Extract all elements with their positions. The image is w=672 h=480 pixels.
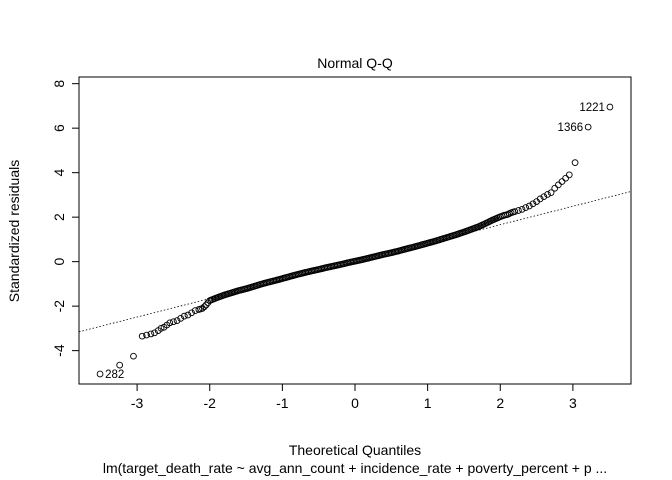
y-tick-label: -4	[51, 344, 67, 357]
y-tick-label: -2	[51, 300, 67, 313]
x-tick-label: -1	[276, 395, 289, 411]
data-point	[177, 315, 185, 322]
point-label: 1221	[579, 102, 605, 114]
plot-frame	[78, 76, 632, 385]
y-tick-label: 6	[51, 124, 67, 132]
data-point	[180, 312, 188, 320]
y-tick-label: 4	[51, 169, 67, 177]
data-point	[511, 208, 519, 215]
data-point	[584, 123, 592, 131]
data-point	[562, 174, 569, 182]
data-point	[200, 303, 208, 311]
plot-area: 1221 1366 282	[78, 102, 632, 381]
x-tick-label: -2	[204, 395, 217, 411]
data-point	[515, 207, 522, 214]
data-point	[157, 325, 165, 332]
y-tick-label: 0	[51, 258, 67, 266]
data-point	[522, 204, 530, 211]
data-point	[551, 184, 559, 192]
y-tick-label: 8	[51, 80, 67, 88]
data-point	[166, 319, 174, 327]
data-point	[558, 178, 566, 185]
data-point	[184, 311, 192, 319]
data-point	[138, 332, 146, 340]
data-point	[571, 159, 579, 166]
x-tick-label: 3	[569, 395, 577, 411]
y-tick-label: 2	[51, 213, 67, 221]
x-tick-label: 2	[496, 395, 504, 411]
x-axis: -3 -2 -1 0 1 2 3	[131, 383, 577, 411]
data-point	[606, 103, 614, 111]
data-point	[555, 181, 562, 189]
model-subtitle: lm(target_death_rate ~ avg_ann_count + i…	[103, 460, 607, 476]
x-tick-label: 0	[351, 395, 359, 411]
data-point	[151, 329, 158, 337]
data-point	[188, 309, 195, 317]
chart-title: Normal Q-Q	[317, 55, 393, 71]
y-axis-label: Standardized residuals	[6, 160, 22, 302]
x-tick-label: 1	[424, 395, 432, 411]
data-point	[565, 171, 573, 179]
x-axis-label: Theoretical Quantiles	[289, 442, 421, 458]
data-point	[518, 206, 526, 213]
data-point	[199, 305, 206, 312]
data-point	[525, 202, 533, 210]
data-point	[143, 331, 150, 339]
data-point	[130, 352, 137, 360]
point-label: 1366	[558, 122, 584, 134]
data-point	[540, 193, 548, 201]
data-point	[202, 301, 210, 309]
data-point	[529, 200, 537, 208]
data-point	[116, 361, 124, 369]
data-point	[147, 330, 155, 338]
data-point	[536, 195, 544, 203]
y-axis: -4 -2 0 2 4 6 8	[51, 80, 80, 357]
data-point	[170, 318, 177, 326]
data-point	[96, 370, 104, 378]
data-point	[544, 191, 551, 198]
x-tick-label: -3	[131, 395, 144, 411]
data-point	[547, 189, 555, 197]
data-point	[173, 317, 181, 324]
point-label: 282	[105, 369, 124, 381]
